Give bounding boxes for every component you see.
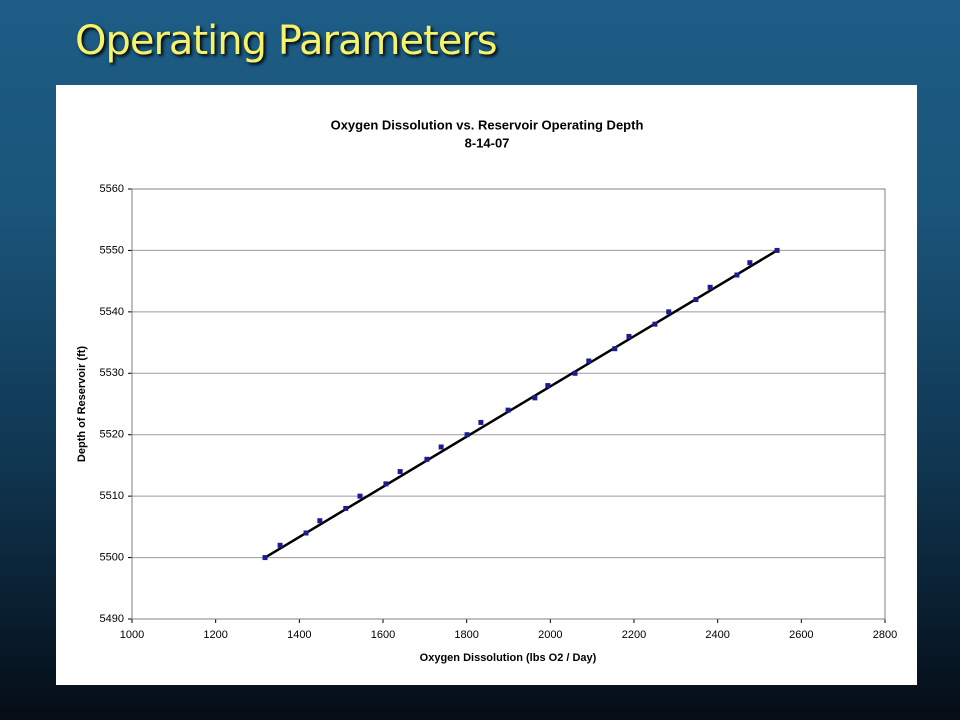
y-axis-label: Depth of Reservoir (ft) [76,346,88,462]
point [357,493,363,499]
point [438,444,444,450]
x-tick-label: 2200 [622,629,646,641]
y-tick-label: 5500 [100,551,124,563]
y-tick-label: 5550 [100,244,124,256]
x-tick-label: 1600 [371,629,395,641]
point [397,469,403,475]
slide-title: Operating Parameters [75,18,498,64]
point [586,358,592,364]
point [532,395,538,401]
point [424,456,430,462]
y-tick-label: 5530 [100,367,124,379]
x-tick-label: 2600 [789,629,813,641]
y-tick-label: 5540 [100,306,124,318]
point [317,518,323,524]
chart-subtitle: 8-14-07 [465,135,510,150]
chart: Oxygen Dissolution vs. Reservoir Operati… [56,85,917,685]
y-tick-label: 5560 [100,183,124,195]
y-tick-label: 5510 [100,490,124,502]
point [612,346,618,352]
point [262,555,268,561]
point [707,284,713,290]
x-tick-label: 1800 [454,629,478,641]
point [277,542,283,548]
plot-border [131,188,886,620]
trendline [264,249,778,559]
point [505,407,511,413]
point [734,272,740,278]
point [383,481,389,487]
y-tick-label: 5520 [100,429,124,441]
point [572,370,578,376]
x-tick-label: 1200 [203,629,227,641]
point [343,505,349,511]
x-tick-label: 2400 [705,629,729,641]
point [747,260,753,266]
point [303,530,309,536]
x-tick-label: 1400 [287,629,311,641]
x-tick-label: 2000 [538,629,562,641]
x-axis-label: Oxygen Dissolution (lbs O2 / Day) [420,652,597,664]
chart-background [56,85,917,685]
x-tick-label: 2800 [873,629,897,641]
point [774,247,780,253]
x-tick-label: 1000 [120,629,144,641]
point [545,383,551,389]
y-tick-label: 5490 [100,613,124,625]
point [693,297,699,303]
point [666,309,672,315]
chart-title: Oxygen Dissolution vs. Reservoir Operati… [331,117,644,132]
point [652,321,658,327]
point [478,419,484,425]
point [464,432,470,438]
point [626,333,632,339]
